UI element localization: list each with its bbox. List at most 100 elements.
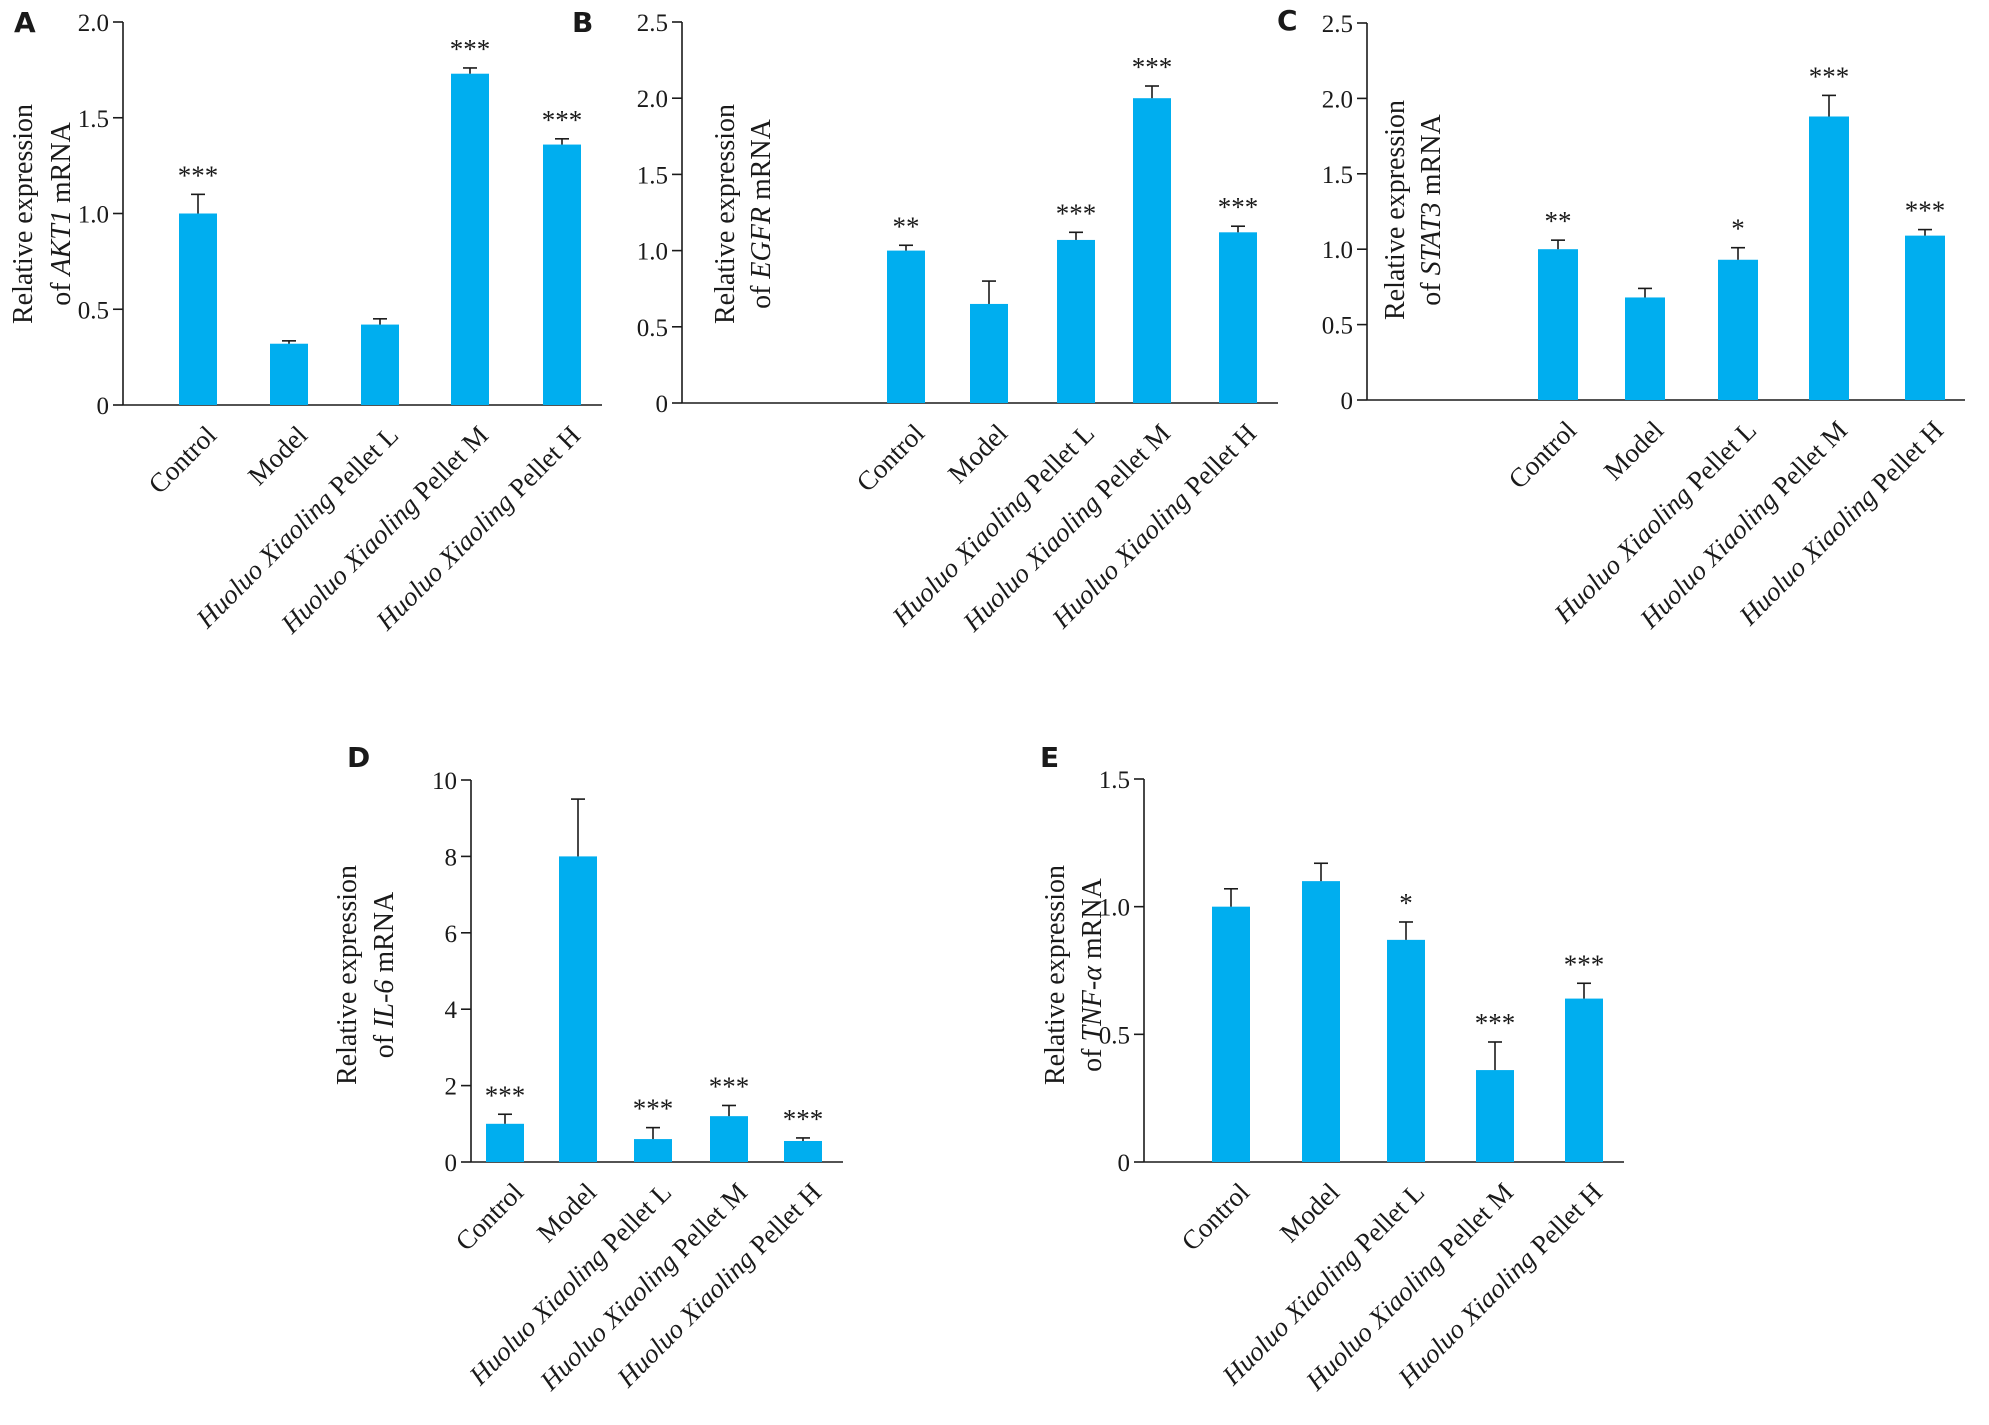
x-tick-label: Control: [1176, 1177, 1256, 1257]
significance-mark: ***: [783, 1104, 824, 1134]
significance-mark: ***: [1905, 196, 1946, 226]
x-tick-label: Control: [851, 418, 931, 498]
y-axis-label-line2: of AKT1 mRNA: [46, 121, 77, 305]
y-tick-label: 1.0: [1099, 895, 1130, 922]
significance-mark: *: [1399, 888, 1413, 918]
y-tick-label: 1.0: [637, 239, 668, 266]
bar: [1057, 239, 1095, 403]
y-tick-label: 2.0: [1322, 86, 1353, 113]
y-axis-label-line2: of STAT3 mRNA: [1416, 114, 1447, 306]
significance-mark: ***: [709, 1071, 750, 1101]
x-tick-label: Model: [942, 418, 1013, 489]
significance-mark: ***: [1564, 949, 1605, 979]
bar: [1387, 939, 1425, 1162]
bar: [1565, 998, 1603, 1162]
bar: [451, 73, 489, 405]
y-tick-label: 1.0: [78, 202, 109, 229]
significance-mark: **: [893, 211, 920, 241]
x-tick-label: Model: [1274, 1177, 1345, 1248]
significance-mark: **: [1545, 206, 1572, 236]
y-tick-label: 0.5: [637, 315, 668, 342]
bar: [1625, 297, 1665, 400]
bar: [710, 1116, 748, 1162]
y-tick-label: 1.0: [1322, 237, 1353, 264]
panel-letter: C: [1277, 4, 1298, 37]
panel-letter: B: [572, 6, 593, 39]
bar: [361, 324, 399, 405]
bar: [1476, 1070, 1514, 1162]
y-tick-label: 8: [445, 844, 458, 871]
y-axis-label-line2: of IL-6 mRNA: [369, 891, 400, 1058]
significance-mark: ***: [485, 1080, 526, 1110]
panel-letter: D: [347, 741, 370, 774]
bar: [1219, 232, 1257, 403]
bar: [1302, 881, 1340, 1162]
y-tick-label: 2: [445, 1074, 458, 1101]
x-tick-label: Model: [1598, 415, 1669, 486]
y-axis-label-line1: Relative expression: [710, 104, 741, 324]
y-axis-label-line1: Relative expression: [1380, 100, 1411, 320]
significance-mark: ***: [178, 160, 219, 190]
panel-a: A 0 0.5 1.0 1.5 2.0 Relative expression of AKT1…: [8, 6, 602, 640]
significance-mark: ***: [633, 1094, 674, 1124]
y-tick-label: 2.0: [637, 86, 668, 113]
panel-b: B 0 0.5 1.0 1.5 2.0 2.5 Relative expression of E…: [572, 6, 1278, 638]
y-tick-label: 0.5: [1322, 313, 1353, 340]
y-tick-label: 4: [445, 997, 458, 1024]
bar: [1809, 116, 1849, 400]
significance-mark: ***: [1218, 192, 1259, 222]
significance-mark: ***: [450, 34, 491, 64]
y-tick-label: 0: [656, 391, 669, 418]
bar: [1538, 249, 1578, 400]
x-tick-label: Model: [531, 1177, 602, 1248]
y-tick-label: 0: [97, 393, 110, 420]
panel-c: C 0 0.5 1.0 1.5 2.0 2.5 Relative expression of S…: [1277, 4, 1965, 635]
bar: [970, 303, 1008, 403]
y-tick-label: 2.5: [1322, 11, 1353, 38]
bar: [634, 1139, 672, 1162]
bar: [1718, 259, 1758, 400]
y-tick-label: 10: [432, 768, 457, 795]
x-tick-label: Model: [242, 420, 313, 491]
bar: [1905, 235, 1945, 400]
bar: [179, 213, 217, 405]
x-tick-label: Control: [143, 420, 223, 500]
y-tick-label: 6: [445, 921, 458, 948]
significance-mark: ***: [1809, 61, 1850, 91]
y-axis-label-line1: Relative expression: [1040, 865, 1071, 1085]
y-axis-label-line1: Relative expression: [332, 865, 363, 1085]
bar: [486, 1123, 524, 1162]
significance-mark: ***: [1132, 52, 1173, 82]
y-tick-label: 0: [1118, 1150, 1131, 1177]
x-tick-label: Control: [450, 1177, 530, 1257]
significance-mark: ***: [542, 105, 583, 135]
y-tick-label: 2.5: [637, 10, 668, 37]
y-tick-label: 0: [1341, 388, 1354, 415]
x-tick-label: Control: [1503, 415, 1583, 495]
bar: [784, 1140, 822, 1162]
bar: [543, 144, 581, 405]
y-tick-label: 1.5: [1322, 162, 1353, 189]
y-axis-label-line2: of EGFR mRNA: [746, 118, 777, 309]
panel-letter: E: [1040, 741, 1059, 774]
bar: [270, 343, 308, 405]
significance-mark: *: [1731, 214, 1745, 244]
bar: [1133, 98, 1171, 403]
significance-mark: ***: [1056, 198, 1097, 228]
y-tick-label: 0.5: [78, 297, 109, 324]
panel-letter: A: [14, 6, 36, 39]
y-tick-label: 1.5: [637, 162, 668, 189]
panel-d: D 0 2 4 6 8 10 Relative expression of IL-6 mRNA *…: [332, 741, 843, 1397]
y-tick-label: 1.5: [78, 106, 109, 133]
bar: [1212, 906, 1250, 1162]
y-axis-label-line1: Relative expression: [8, 104, 39, 324]
y-tick-label: 0.5: [1099, 1022, 1130, 1049]
panel-e: E 0 0.5 1.0 1.5 Relative expression of TNF-α m…: [1040, 741, 1624, 1397]
significance-mark: ***: [1475, 1008, 1516, 1038]
bar: [887, 250, 925, 403]
y-axis-label-line2: of TNF-α mRNA: [1077, 877, 1108, 1071]
y-tick-label: 2.0: [78, 10, 109, 37]
y-tick-label: 1.5: [1099, 767, 1130, 794]
y-tick-label: 0: [445, 1150, 458, 1177]
